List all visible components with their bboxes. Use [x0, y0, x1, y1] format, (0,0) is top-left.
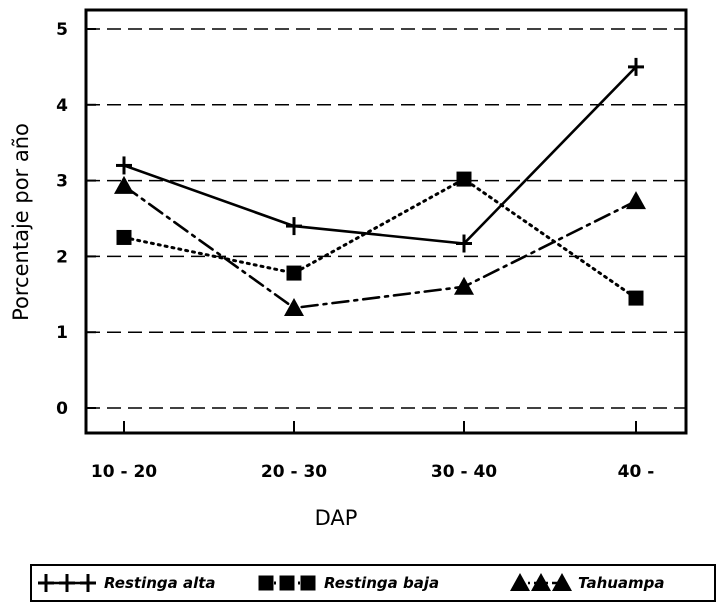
legend: Restinga alta Restinga baja Tahuampa	[30, 564, 716, 602]
data-point-plus	[628, 57, 644, 76]
data-point-plus	[286, 217, 302, 236]
legend-box	[30, 564, 716, 602]
y-axis-title: Porcentaje por año	[9, 123, 33, 321]
data-point-triangle	[114, 175, 134, 194]
y-tick-label: 5	[56, 20, 68, 40]
legend-item: Tahuampa	[510, 573, 665, 592]
y-axis-ticks: 0 1 2 3 4 5	[56, 20, 96, 419]
x-tick-label: 30 - 40	[431, 462, 497, 482]
y-tick-label: 4	[56, 96, 68, 116]
legend-label: Restinga alta	[104, 574, 216, 592]
data-point-triangle	[454, 276, 474, 295]
legend-marker	[80, 574, 96, 592]
legend-label: Restinga baja	[324, 574, 439, 592]
legend-item: Restinga alta	[38, 574, 216, 592]
legend-item: Restinga baja	[258, 574, 439, 592]
x-tick-label: 10 - 20	[91, 462, 157, 482]
legend-marker	[59, 574, 75, 592]
series-line-plus	[122, 65, 638, 245]
legend-label: Tahuampa	[578, 574, 665, 592]
gridlines	[86, 28, 686, 409]
y-tick-label: 1	[56, 323, 68, 343]
data-point-square	[628, 290, 644, 306]
x-tick-label: 40 -	[618, 462, 655, 482]
legend-marker	[510, 573, 530, 591]
data-point-square	[116, 229, 132, 245]
x-axis-ticks: 10 - 20 20 - 30 30 - 40 40 -	[91, 421, 654, 482]
data-point-square	[286, 265, 302, 281]
y-tick-label: 2	[56, 247, 68, 267]
legend-marker	[38, 574, 54, 592]
data-point-plus	[116, 156, 132, 175]
legend-marker	[552, 573, 572, 591]
data-point-triangle	[626, 191, 646, 210]
legend-marker	[258, 575, 274, 591]
series-line-square	[122, 177, 638, 300]
y-tick-label: 0	[56, 399, 68, 419]
data-point-plus	[456, 234, 472, 253]
data-point-triangle	[284, 297, 304, 316]
legend-marker	[300, 575, 316, 591]
plot-frame	[84, 8, 688, 435]
data-point-square	[456, 171, 472, 187]
x-axis-title: DAP	[315, 506, 358, 530]
series-lines	[114, 57, 646, 316]
legend-marker	[279, 575, 295, 591]
y-tick-label: 3	[56, 172, 68, 192]
legend-marker	[531, 573, 551, 591]
x-tick-label: 20 - 30	[261, 462, 327, 482]
series-line-triangle	[122, 184, 638, 310]
